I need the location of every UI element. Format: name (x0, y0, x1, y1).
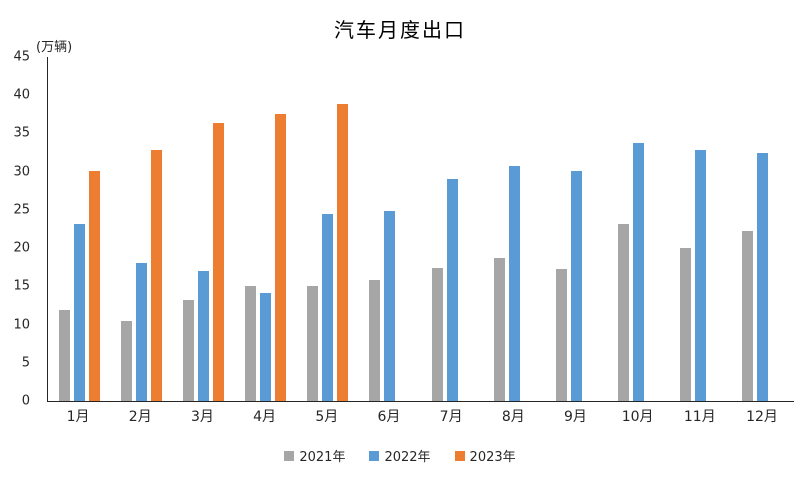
bar-2022年-10月 (633, 143, 645, 401)
legend-label: 2023年 (469, 450, 516, 465)
bar-2023年-3月 (212, 122, 224, 401)
bar-group (670, 57, 732, 401)
legend-marker-icon (454, 450, 465, 461)
bar-group (608, 57, 670, 401)
legend-label: 2022年 (384, 450, 431, 465)
y-axis-tick-labels: 0 5 10 15 20 25 30 35 40 45 (0, 51, 38, 408)
bar-2022年-3月 (197, 271, 209, 401)
bar-2022年-4月 (260, 293, 272, 401)
bar-group (421, 57, 483, 401)
bar-2021年-5月 (307, 286, 319, 401)
bar-2022年-7月 (446, 179, 458, 401)
y-tick-label: 25 (13, 202, 30, 218)
bar-2021年-4月 (245, 286, 257, 401)
bar-2022年-9月 (570, 170, 582, 401)
y-tick-label: 10 (13, 317, 30, 333)
y-axis-unit-label: (万辆) (36, 40, 73, 55)
x-axis-label: 6月 (377, 409, 401, 425)
x-axis-labels: 1月 2月 3月 4月 5月 6月 7月 8月 9月 10月 11月 12月 (47, 406, 793, 426)
bar-2022年-8月 (508, 165, 520, 401)
legend-item: 2023年 (454, 446, 516, 465)
y-tick-label: 45 (13, 49, 30, 65)
y-tick-label: 20 (13, 240, 30, 256)
bar-group (297, 57, 359, 401)
y-tick-label: 40 (13, 87, 30, 103)
bar-2021年-8月 (493, 258, 505, 401)
x-axis-label: 7月 (439, 409, 463, 425)
bar-2022年-12月 (757, 153, 769, 401)
bar-2023年-2月 (150, 149, 162, 401)
bar-2023年-4月 (275, 113, 287, 401)
bar-group (48, 57, 110, 401)
y-tick-label: 5 (21, 355, 30, 371)
bar-2023年-5月 (337, 103, 349, 401)
x-axis-label: 12月 (746, 409, 778, 425)
y-tick-label: 35 (13, 125, 30, 141)
y-tick-label: 30 (13, 164, 30, 180)
bar-2021年-2月 (120, 320, 132, 401)
bar-2022年-6月 (384, 210, 396, 401)
bar-2022年-1月 (73, 224, 85, 401)
legend-marker-icon (284, 450, 295, 461)
bar-2021年-7月 (431, 268, 443, 401)
y-tick-label: 0 (21, 393, 30, 409)
x-axis-label: 1月 (66, 409, 90, 425)
bar-group (359, 57, 421, 401)
x-axis-label: 8月 (501, 409, 525, 425)
y-tick-label: 15 (13, 278, 30, 294)
x-axis-label: 2月 (128, 409, 152, 425)
bar-2022年-5月 (322, 213, 334, 401)
bar-group (172, 57, 234, 401)
legend-item: 2022年 (369, 446, 431, 465)
x-axis-label: 9月 (564, 409, 587, 425)
legend: 2021年 2022年 2023年 (0, 446, 800, 465)
bar-2023年-1月 (88, 170, 100, 401)
bar-2021年-6月 (369, 280, 381, 401)
legend-label: 2021年 (299, 450, 346, 465)
bar-group (732, 57, 794, 401)
x-axis-label: 5月 (315, 409, 339, 425)
x-axis-label: 4月 (253, 409, 277, 425)
bar-2021年-10月 (618, 224, 630, 401)
bar-2021年-1月 (58, 310, 70, 401)
bar-2021年-11月 (680, 248, 692, 401)
bar-2022年-2月 (135, 263, 147, 401)
bar-2021年-3月 (182, 300, 194, 401)
bar-group (483, 57, 545, 401)
legend-marker-icon (369, 450, 380, 461)
plot-area (47, 57, 794, 402)
bar-2021年-9月 (555, 268, 567, 401)
x-axis-label: 10月 (621, 409, 654, 425)
bar-group (545, 57, 607, 401)
bar-2022年-11月 (695, 149, 707, 401)
bar-2021年-12月 (742, 230, 754, 401)
bar-groups (48, 57, 794, 401)
chart-title: 汽车月度出口 (334, 18, 466, 42)
x-axis-label: 3月 (190, 409, 214, 425)
bar-group (110, 57, 172, 401)
bar-group (235, 57, 297, 401)
x-axis-label: 11月 (683, 409, 716, 425)
legend-item: 2021年 (284, 446, 345, 465)
